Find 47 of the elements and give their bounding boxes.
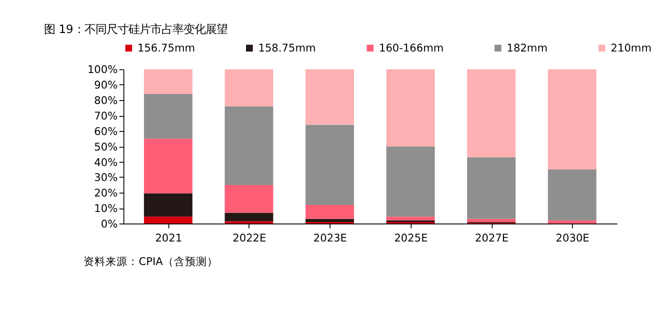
chart-title: 图 19：不同尺寸硅片市占率变化展望: [44, 22, 228, 36]
bar: [306, 218, 354, 222]
bar: [467, 157, 516, 219]
text: 资料来源：CPIA（含预测）: [84, 254, 218, 268]
bar: [548, 170, 596, 220]
y-tick-label: 10%: [94, 203, 118, 216]
bar: [144, 193, 192, 217]
bar: [224, 69, 274, 106]
y-tick-label: 20%: [94, 188, 118, 200]
bar: [144, 94, 192, 139]
y-tick-label: 100%: [87, 64, 118, 76]
bar: [386, 69, 435, 146]
legend-label: 210mm: [610, 42, 652, 55]
y-tick-label: 70%: [94, 110, 118, 123]
bar: [548, 69, 596, 170]
bar: [144, 216, 192, 224]
x-tick-label: 2027E: [475, 232, 509, 245]
bar: [144, 69, 192, 94]
x-tick-label: 2023E: [313, 232, 347, 245]
bar: [224, 106, 274, 185]
x-tick-label: 2021: [155, 232, 182, 245]
bar: [306, 205, 354, 219]
bar: [224, 221, 274, 224]
x-tick-label: 2025E: [394, 232, 428, 245]
bar: [386, 146, 435, 217]
x-tick-label: 2022E: [232, 232, 266, 245]
legend-label: 160-166mm: [378, 42, 444, 55]
y-tick-label: 30%: [94, 172, 118, 184]
legend-label: 158.75mm: [258, 42, 316, 55]
x-tick-label: 2030E: [556, 232, 590, 245]
legend-label: 156.75mm: [137, 42, 196, 55]
y-tick-label: 40%: [94, 156, 118, 169]
bar: [467, 218, 516, 222]
y-tick-label: 90%: [94, 80, 118, 92]
y-tick-label: 80%: [94, 95, 118, 108]
legend-label: 182mm: [506, 42, 548, 55]
bar: [467, 69, 516, 158]
bar: [224, 212, 274, 222]
bar: [548, 220, 596, 224]
y-tick-label: 50%: [94, 141, 118, 154]
y-tick-label: 60%: [94, 126, 118, 138]
y-tick-label: 0%: [100, 218, 118, 230]
bar: [386, 216, 435, 220]
bar: [144, 138, 192, 194]
bar: [224, 184, 274, 213]
bar: [306, 124, 354, 206]
bar: [306, 69, 354, 125]
